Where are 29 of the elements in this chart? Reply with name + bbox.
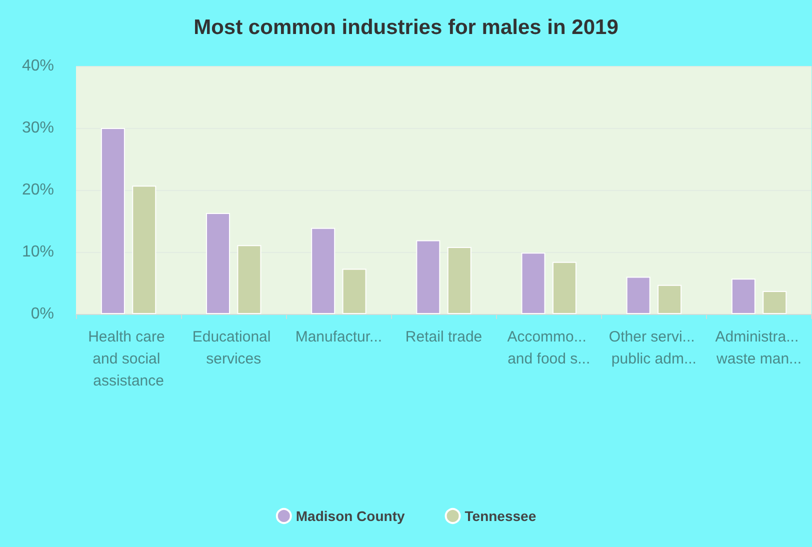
bar	[552, 262, 576, 314]
bar	[762, 291, 787, 314]
bar	[206, 212, 230, 314]
bar	[416, 240, 440, 314]
y-tick-label: 30%	[22, 120, 54, 136]
x-tick-label: Administra... waste man...	[715, 328, 803, 368]
chart-title: Most common industries for males in 2019	[194, 16, 618, 39]
y-tick-label: 40%	[22, 58, 54, 74]
bar	[731, 278, 756, 314]
bar	[447, 247, 472, 314]
bar	[342, 268, 366, 314]
bar	[100, 128, 125, 314]
legend-label: Tennessee	[464, 508, 536, 524]
bar	[237, 245, 262, 314]
y-tick-label: 10%	[22, 244, 54, 260]
bar	[132, 186, 156, 314]
x-tick-label: Manufactur...	[295, 328, 382, 346]
bar	[311, 228, 336, 314]
bar	[626, 276, 650, 314]
x-tick-label: Accommo... and food s...	[507, 328, 591, 368]
x-tick-label: Retail trade	[405, 328, 482, 346]
y-tick-label: 0%	[30, 306, 54, 322]
y-tick-label: 20%	[22, 182, 54, 198]
x-tick-label: Health care and social assistance	[88, 328, 169, 390]
x-tick-label: Other servi... public adm...	[608, 328, 699, 368]
x-tick-label: Educational services	[192, 328, 275, 368]
legend-label: Madison County	[296, 508, 405, 524]
bar	[658, 284, 682, 314]
bar	[521, 252, 546, 314]
